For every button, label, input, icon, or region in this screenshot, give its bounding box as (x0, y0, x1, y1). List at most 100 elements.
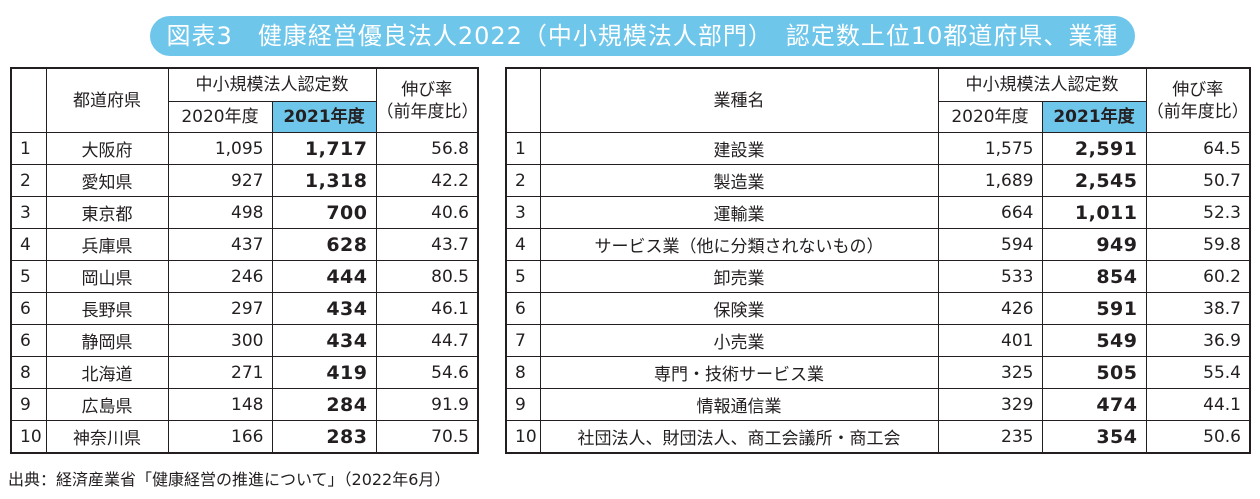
year-2020-header: 2020年度 (167, 101, 273, 133)
value-2020-cell: 1,689 (937, 164, 1043, 197)
value-2020-cell: 401 (937, 324, 1043, 357)
value-2020-cell: 148 (167, 388, 273, 421)
value-2020-cell: 166 (167, 420, 273, 454)
industry-name-cell: 情報通信業 (539, 388, 939, 421)
rank-header (505, 67, 541, 133)
table-row: 1 建設業 1,575 2,591 64.5 (505, 132, 1251, 165)
rank-cell: 10 (505, 420, 541, 454)
value-2021-cell: 2,591 (1041, 132, 1147, 165)
prefecture-name-cell: 東京都 (45, 196, 169, 229)
rank-cell: 3 (10, 196, 47, 229)
industry-name-cell: 専門・技術サービス業 (539, 356, 939, 389)
value-2021-cell: 1,011 (1041, 196, 1147, 229)
table-row: 8 北海道 271 419 54.6 (10, 356, 479, 389)
table-row: 7 小売業 401 549 36.9 (505, 324, 1251, 357)
growth-cell: 55.4 (1145, 356, 1251, 389)
rank-cell: 6 (505, 292, 541, 325)
growth-cell: 56.8 (375, 132, 479, 165)
rank-cell: 6 (10, 324, 47, 357)
industry-name-cell: 建設業 (539, 132, 939, 165)
value-2021-cell: 591 (1041, 292, 1147, 325)
industry-header: 業種名 (539, 67, 939, 133)
table-row: 10 社団法人、財団法人、商工会議所・商工会 235 354 50.6 (505, 420, 1251, 454)
value-2020-cell: 927 (167, 164, 273, 197)
industry-name-cell: 保険業 (539, 292, 939, 325)
value-2021-cell: 628 (271, 228, 377, 261)
growth-header: 伸び率 （前年度比） (1145, 67, 1251, 133)
rank-cell: 2 (505, 164, 541, 197)
value-2021-cell: 949 (1041, 228, 1147, 261)
value-2021-cell: 283 (271, 420, 377, 454)
value-2021-cell: 474 (1041, 388, 1147, 421)
prefecture-name-cell: 静岡県 (45, 324, 169, 357)
prefecture-name-cell: 神奈川県 (45, 420, 169, 454)
rank-cell: 9 (505, 388, 541, 421)
rank-cell: 8 (505, 356, 541, 389)
value-2021-cell: 434 (271, 292, 377, 325)
value-2021-cell: 444 (271, 260, 377, 293)
rank-cell: 10 (10, 420, 47, 454)
prefecture-name-cell: 長野県 (45, 292, 169, 325)
year-2021-header: 2021年度 (271, 101, 377, 133)
prefecture-ranking-table: 都道府県 中小規模法人認定数 伸び率 （前年度比） 2020年度 2021年度 … (10, 67, 479, 454)
table-row: 6 保険業 426 591 38.7 (505, 292, 1251, 325)
figure-title: 図表3 健康経営優良法人2022（中小規模法人部門） 認定数上位10都道府県、業… (150, 16, 1135, 56)
rank-cell: 9 (10, 388, 47, 421)
prefecture-name-cell: 岡山県 (45, 260, 169, 293)
value-2020-cell: 594 (937, 228, 1043, 261)
growth-cell: 40.6 (375, 196, 479, 229)
growth-cell: 64.5 (1145, 132, 1251, 165)
rank-cell: 5 (505, 260, 541, 293)
value-2021-cell: 1,717 (271, 132, 377, 165)
value-2021-cell: 549 (1041, 324, 1147, 357)
growth-cell: 38.7 (1145, 292, 1251, 325)
rank-cell: 1 (10, 132, 47, 165)
table-row: 1 大阪府 1,095 1,717 56.8 (10, 132, 479, 165)
year-2021-header: 2021年度 (1041, 101, 1147, 133)
value-2020-cell: 498 (167, 196, 273, 229)
growth-cell: 60.2 (1145, 260, 1251, 293)
rank-cell: 4 (10, 228, 47, 261)
growth-cell: 52.3 (1145, 196, 1251, 229)
table-row: 4 サービス業（他に分類されないもの） 594 949 59.8 (505, 228, 1251, 261)
value-2020-cell: 664 (937, 196, 1043, 229)
table-row: 4 兵庫県 437 628 43.7 (10, 228, 479, 261)
growth-cell: 54.6 (375, 356, 479, 389)
industry-name-cell: 小売業 (539, 324, 939, 357)
value-2021-cell: 284 (271, 388, 377, 421)
growth-cell: 44.7 (375, 324, 479, 357)
table-row: 9 広島県 148 284 91.9 (10, 388, 479, 421)
industry-ranking-table: 業種名 中小規模法人認定数 伸び率 （前年度比） 2020年度 2021年度 1… (505, 67, 1251, 454)
prefecture-name-cell: 広島県 (45, 388, 169, 421)
growth-header: 伸び率 （前年度比） (375, 67, 479, 133)
growth-cell: 80.5 (375, 260, 479, 293)
growth-cell: 43.7 (375, 228, 479, 261)
growth-header-line2: （前年度比） (1146, 101, 1249, 122)
growth-cell: 46.1 (375, 292, 479, 325)
source-note: 出典：経済産業省「健康経営の推進について」（2022年6月） (8, 470, 451, 489)
count-group-header: 中小規模法人認定数 (167, 67, 377, 102)
table-row: 2 愛知県 927 1,318 42.2 (10, 164, 479, 197)
table-row: 6 静岡県 300 434 44.7 (10, 324, 479, 357)
value-2021-cell: 1,318 (271, 164, 377, 197)
value-2020-cell: 235 (937, 420, 1043, 454)
rank-cell: 7 (505, 324, 541, 357)
table-row: 3 東京都 498 700 40.6 (10, 196, 479, 229)
value-2020-cell: 437 (167, 228, 273, 261)
prefecture-name-cell: 愛知県 (45, 164, 169, 197)
industry-name-cell: 製造業 (539, 164, 939, 197)
rank-cell: 5 (10, 260, 47, 293)
value-2021-cell: 700 (271, 196, 377, 229)
value-2020-cell: 426 (937, 292, 1043, 325)
value-2020-cell: 300 (167, 324, 273, 357)
growth-cell: 44.1 (1145, 388, 1251, 421)
value-2020-cell: 246 (167, 260, 273, 293)
prefecture-header: 都道府県 (45, 67, 169, 133)
industry-name-cell: サービス業（他に分類されないもの） (539, 228, 939, 261)
rank-cell: 1 (505, 132, 541, 165)
industry-name-cell: 社団法人、財団法人、商工会議所・商工会 (539, 420, 939, 454)
table-row: 2 製造業 1,689 2,545 50.7 (505, 164, 1251, 197)
rank-cell: 3 (505, 196, 541, 229)
value-2021-cell: 854 (1041, 260, 1147, 293)
value-2021-cell: 354 (1041, 420, 1147, 454)
